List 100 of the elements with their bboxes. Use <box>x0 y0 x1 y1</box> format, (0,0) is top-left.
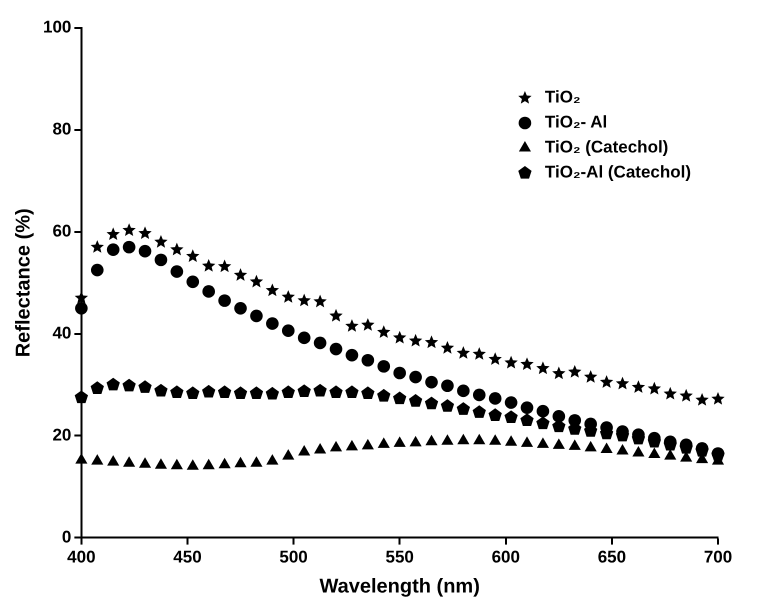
point <box>520 413 534 426</box>
point <box>106 378 120 390</box>
point <box>361 318 375 331</box>
point <box>472 405 486 418</box>
point <box>234 456 247 468</box>
point <box>90 264 104 276</box>
x-axis-title: Wavelength (nm) <box>319 576 480 598</box>
point <box>282 449 294 460</box>
point <box>504 396 518 409</box>
point <box>90 240 104 253</box>
y-tick-label: 0 <box>62 527 72 546</box>
point <box>234 386 248 400</box>
point <box>441 379 454 392</box>
x-tick-label: 450 <box>173 547 202 566</box>
point <box>424 335 438 348</box>
legend-label: TiO₂ (Catechol) <box>544 138 668 157</box>
point <box>489 434 502 445</box>
point <box>329 385 343 398</box>
point <box>441 434 454 445</box>
point <box>154 384 168 396</box>
x-tick-label: 700 <box>704 547 732 566</box>
legend-label: TiO₂ <box>544 88 580 107</box>
point <box>552 366 566 380</box>
legend-label: TiO₂-Al (Catechol) <box>544 162 691 182</box>
point <box>90 381 104 394</box>
point <box>330 342 342 356</box>
x-tick-label: 600 <box>492 547 520 566</box>
point <box>378 437 390 448</box>
point <box>298 294 311 306</box>
point <box>473 434 486 444</box>
point <box>154 458 168 469</box>
point <box>393 366 406 380</box>
point <box>472 388 486 402</box>
point <box>75 453 88 464</box>
point <box>138 380 152 393</box>
point <box>393 391 406 404</box>
point <box>520 436 534 447</box>
point <box>456 402 470 415</box>
point <box>616 376 630 390</box>
point <box>457 384 470 398</box>
point <box>170 265 184 278</box>
y-tick-label: 20 <box>52 425 72 444</box>
point <box>600 442 613 453</box>
point <box>377 388 390 402</box>
point <box>122 240 136 254</box>
point <box>425 434 438 446</box>
point <box>711 392 725 405</box>
point <box>568 439 581 450</box>
point <box>186 459 199 470</box>
point <box>345 319 359 332</box>
point <box>298 384 311 398</box>
point <box>106 243 120 256</box>
y-tick-label: 40 <box>52 323 72 342</box>
point <box>520 401 534 414</box>
point <box>138 226 152 240</box>
point <box>74 291 88 304</box>
point <box>695 393 709 406</box>
x-tick-label: 650 <box>598 547 626 566</box>
point <box>170 385 184 398</box>
point <box>266 386 280 400</box>
point <box>218 385 232 398</box>
point <box>394 436 406 447</box>
point <box>425 376 438 388</box>
point <box>250 310 263 322</box>
point <box>648 382 661 394</box>
point <box>362 438 374 450</box>
point <box>282 290 295 303</box>
point <box>393 330 406 344</box>
point <box>648 448 660 458</box>
y-tick-label: 60 <box>52 222 72 241</box>
point <box>122 378 136 392</box>
point <box>520 357 534 370</box>
point <box>472 347 486 360</box>
point <box>329 308 343 322</box>
point <box>138 244 152 258</box>
point <box>408 334 422 347</box>
point <box>266 454 278 465</box>
y-axis-title: Reflectance (%) <box>12 208 35 358</box>
point <box>568 364 582 378</box>
point <box>75 302 88 315</box>
point <box>457 434 470 444</box>
point <box>377 360 390 373</box>
point <box>456 346 470 359</box>
point <box>488 408 502 421</box>
point <box>250 456 262 467</box>
point <box>218 259 232 272</box>
point <box>266 317 279 330</box>
point <box>680 388 693 402</box>
point <box>361 386 375 400</box>
point <box>664 449 676 460</box>
point <box>313 294 327 308</box>
x-tick-label: 500 <box>279 547 308 566</box>
point <box>186 275 200 288</box>
point <box>314 336 326 350</box>
point <box>504 410 518 423</box>
point <box>536 416 550 430</box>
point <box>186 386 200 400</box>
point <box>616 444 629 454</box>
point <box>154 235 168 248</box>
point <box>584 370 598 383</box>
